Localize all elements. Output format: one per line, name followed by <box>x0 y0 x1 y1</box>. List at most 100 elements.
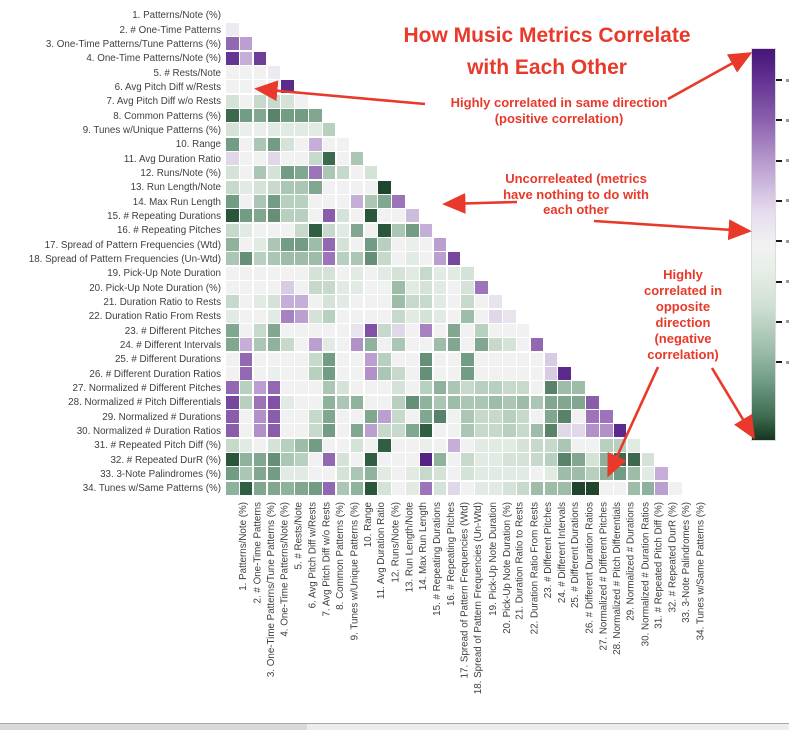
heatmap-cell <box>267 194 281 208</box>
horizontal-scrollbar-thumb[interactable] <box>0 724 307 730</box>
heatmap-cell <box>267 467 281 481</box>
heatmap-cell <box>475 438 488 452</box>
heatmap-cell <box>350 438 364 452</box>
heatmap-cell <box>378 209 391 223</box>
heatmap-cell <box>350 223 364 237</box>
heatmap-cell <box>281 123 294 137</box>
heatmap-cell <box>322 180 336 194</box>
heatmap-cell <box>613 424 627 438</box>
horizontal-scrollbar-track[interactable] <box>307 724 789 730</box>
heatmap-cell <box>447 467 461 481</box>
heatmap-cell <box>295 252 308 266</box>
heatmap-cell <box>295 410 308 424</box>
heatmap-cell <box>267 424 281 438</box>
heatmap-cell <box>253 395 267 409</box>
heatmap-cell <box>322 352 336 366</box>
heatmap-cell <box>447 324 461 338</box>
heatmap-cell <box>378 309 391 323</box>
annotation-arrow <box>710 367 756 440</box>
x-axis-label: 23. # Different Pitches <box>542 502 554 599</box>
heatmap-cell <box>309 453 322 467</box>
heatmap-cell <box>281 338 294 352</box>
x-axis-label: 17. Spread of Pattern Frequencies (Wtd) <box>459 502 471 679</box>
heatmap-cell <box>461 424 474 438</box>
heatmap-cell <box>281 395 294 409</box>
y-axis-label: 5. # Rests/Note <box>153 67 221 79</box>
heatmap-cell <box>239 352 253 366</box>
heatmap-cell <box>295 338 308 352</box>
colorbar-tick-label-clipped <box>786 360 789 364</box>
chart-title-line2: with Each Other <box>467 56 627 79</box>
heatmap-cell <box>503 481 516 495</box>
heatmap-cell <box>267 381 281 395</box>
heatmap-cell <box>419 381 433 395</box>
heatmap-cell <box>281 352 294 366</box>
heatmap-cell <box>239 223 253 237</box>
y-axis-label: 2. # One-Time Patterns <box>119 24 221 36</box>
x-axis-label: 20. Pick-Up Note Duration (%) <box>501 502 513 634</box>
heatmap-cell <box>350 180 364 194</box>
heatmap-cell <box>503 367 516 381</box>
annotation-negative: Highly correlated in opposite direction … <box>613 267 753 363</box>
heatmap-cell <box>253 137 267 151</box>
heatmap-cell <box>295 281 308 295</box>
heatmap-cell <box>378 352 391 366</box>
heatmap-cell <box>419 338 433 352</box>
heatmap-cell <box>392 395 405 409</box>
heatmap-cell <box>226 453 239 467</box>
heatmap-cell <box>364 281 378 295</box>
heatmap-cell <box>489 338 502 352</box>
y-axis-label: 13. Run Length/Note <box>130 182 221 194</box>
heatmap-cell <box>627 438 641 452</box>
heatmap-cell <box>226 80 239 94</box>
heatmap-cell <box>239 438 253 452</box>
heatmap-cell <box>226 324 239 338</box>
heatmap-cell <box>309 481 322 495</box>
y-axis-label: 16. # Repeating Pitches <box>116 225 221 237</box>
heatmap-cell <box>253 94 267 108</box>
heatmap-cell <box>253 367 267 381</box>
heatmap-cell <box>433 453 447 467</box>
heatmap-cell <box>267 309 281 323</box>
heatmap-cell <box>253 324 267 338</box>
heatmap-cell <box>378 453 391 467</box>
heatmap-cell <box>267 453 281 467</box>
heatmap-cell <box>447 481 461 495</box>
heatmap-cell <box>322 395 336 409</box>
heatmap-cell <box>447 295 461 309</box>
heatmap-cell <box>572 410 585 424</box>
heatmap-cell <box>406 352 419 366</box>
heatmap-cell <box>613 467 627 481</box>
heatmap-cell <box>295 481 308 495</box>
heatmap-cell <box>433 252 447 266</box>
heatmap-cell <box>267 209 281 223</box>
heatmap-cell <box>267 295 281 309</box>
heatmap-cell <box>226 166 239 180</box>
heatmap-cell <box>586 467 599 481</box>
heatmap-cell <box>503 395 516 409</box>
y-axis-label: 22. Duration Ratio From Rests <box>88 311 221 323</box>
heatmap-cell <box>489 438 502 452</box>
heatmap-cell <box>350 295 364 309</box>
heatmap-cell <box>433 295 447 309</box>
colorbar <box>751 48 776 441</box>
y-axis-label: 12. Runs/Note (%) <box>140 167 221 179</box>
heatmap-cell <box>226 151 239 165</box>
annotation-positive-line: Highly correlated in same direction <box>450 95 668 110</box>
heatmap-cell <box>364 252 378 266</box>
heatmap-cell <box>364 424 378 438</box>
heatmap-cell <box>281 481 294 495</box>
heatmap-cell <box>226 237 239 251</box>
heatmap-cell <box>226 295 239 309</box>
heatmap-cell <box>447 281 461 295</box>
y-axis-label: 27. Normalized # Different Pitches <box>72 383 221 394</box>
heatmap-cell <box>364 467 378 481</box>
heatmap-cell <box>322 467 336 481</box>
heatmap-cell <box>322 223 336 237</box>
heatmap-cell <box>392 453 405 467</box>
heatmap-cell <box>336 367 350 381</box>
heatmap-cell <box>309 137 322 151</box>
heatmap-cell <box>309 108 322 122</box>
heatmap-cell <box>433 424 447 438</box>
